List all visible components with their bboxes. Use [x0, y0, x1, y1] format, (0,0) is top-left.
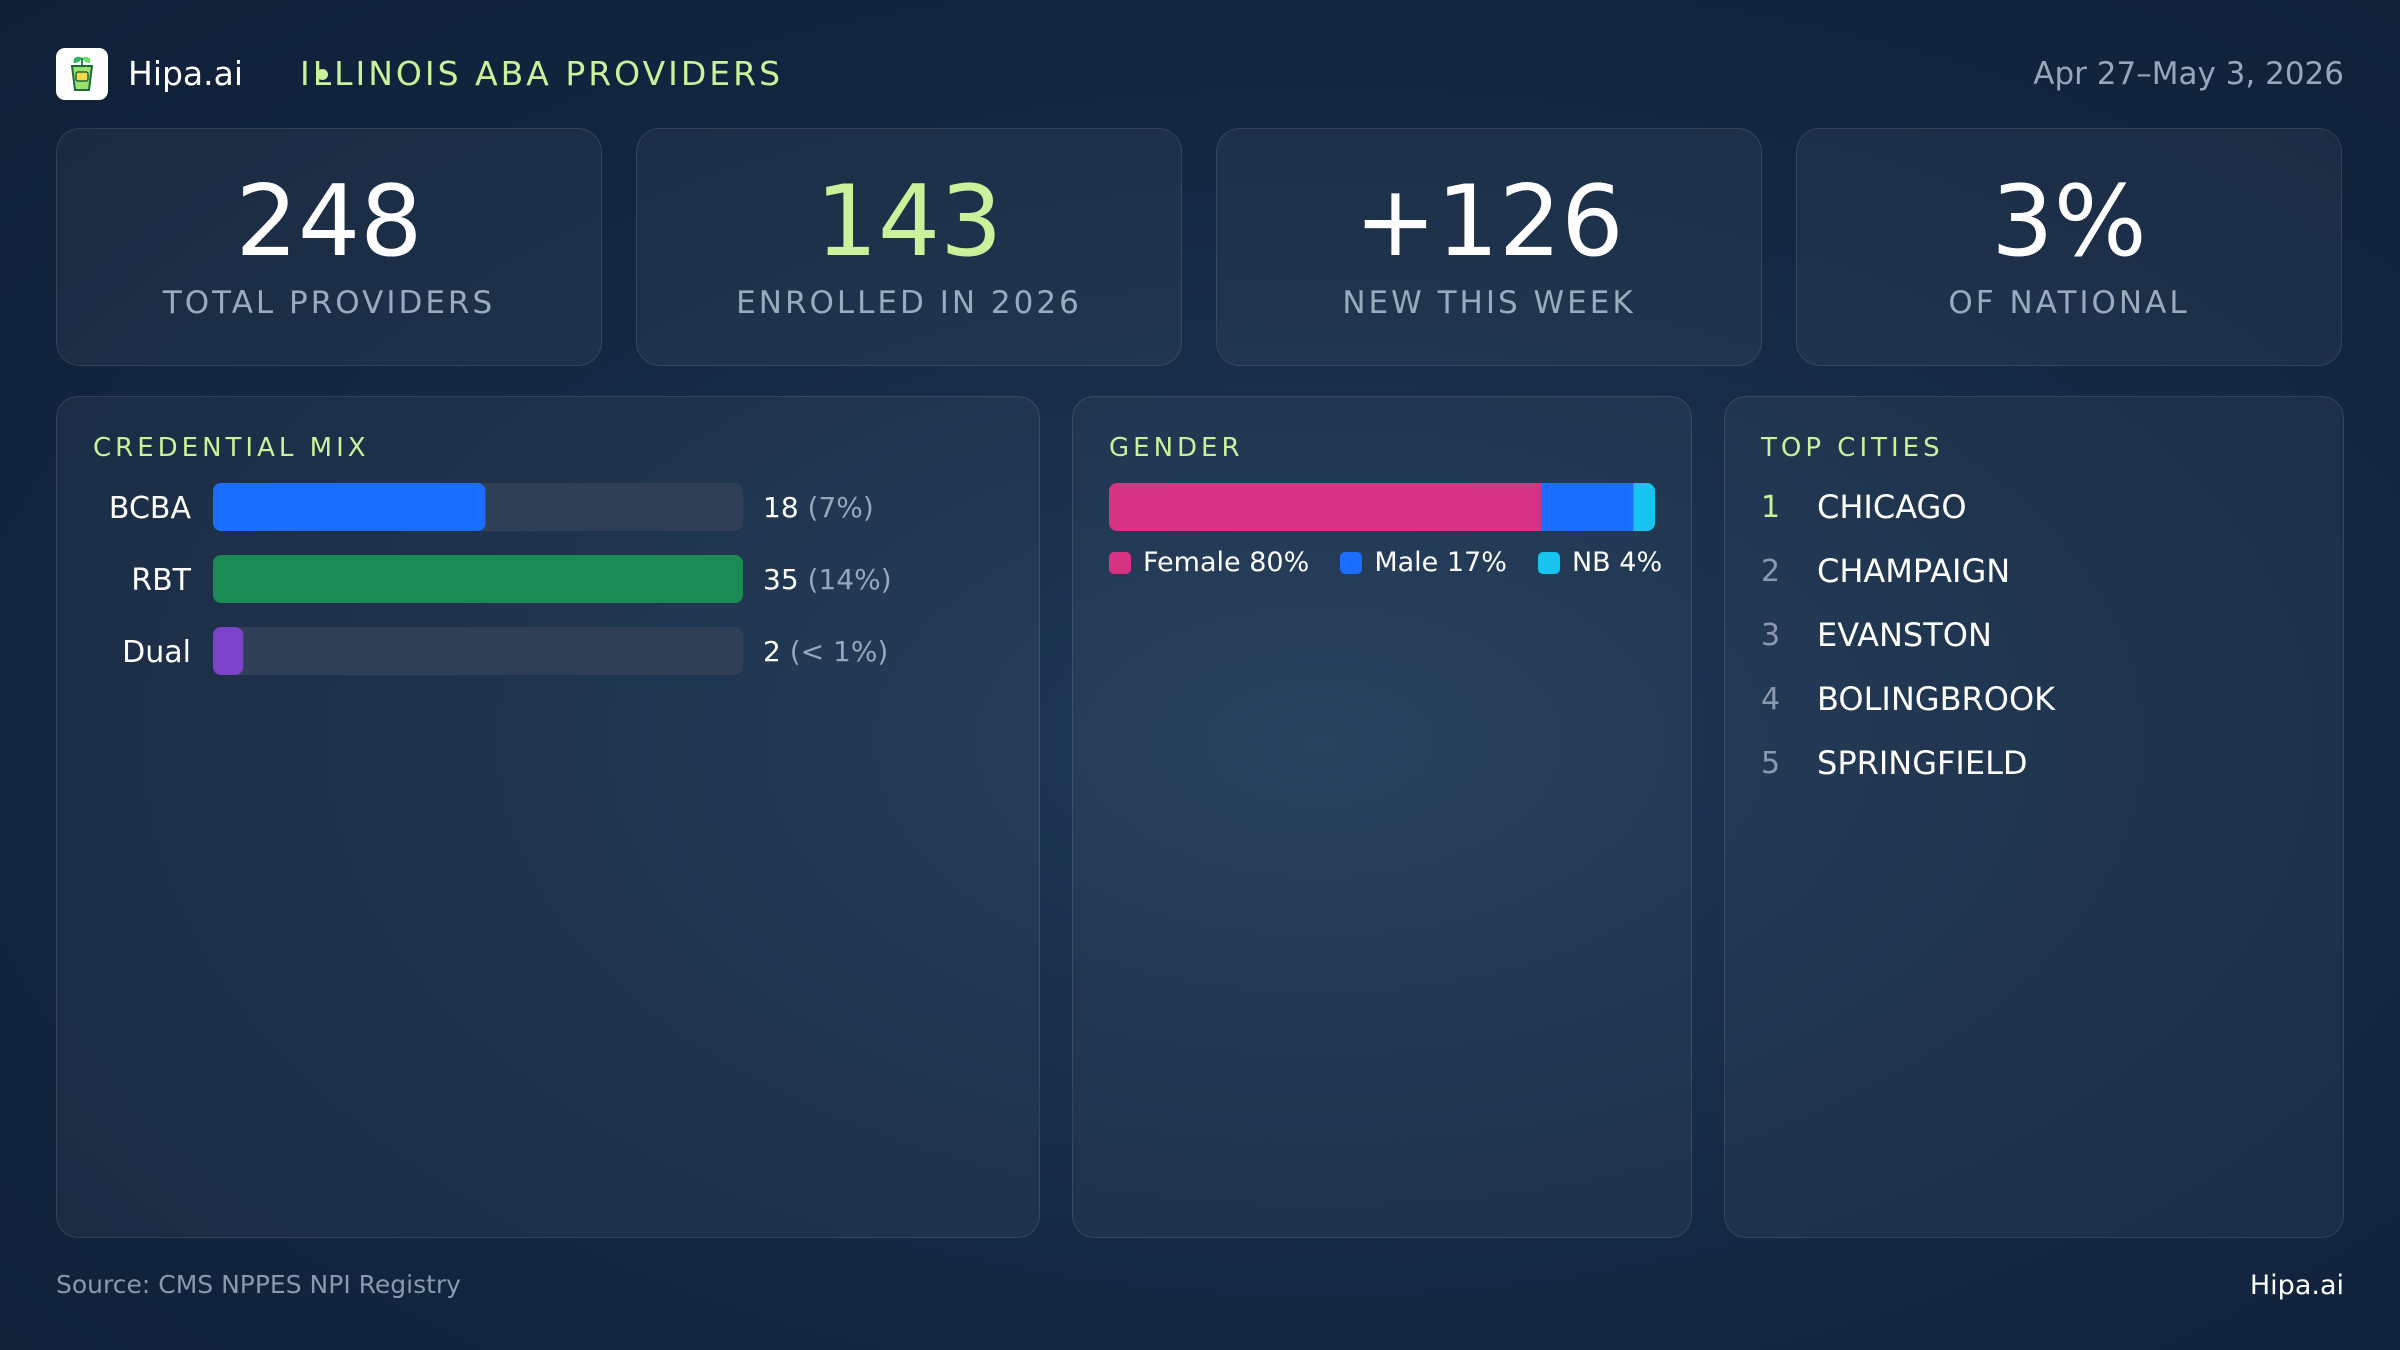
city-rank: 3 [1761, 618, 1781, 653]
panel-title: CREDENTIAL MIX [93, 433, 370, 463]
credential-mix-panel: CREDENTIAL MIX BCBA 18 (7%) RBT 35 (14%) Dua… [56, 396, 1040, 1238]
city-list-item: 5 SPRINGFIELD [1761, 740, 2281, 790]
legend-swatch [1109, 552, 1131, 574]
brand-name: Hipa.ai [128, 54, 244, 93]
gender-segment-male [1541, 483, 1634, 531]
kpi-card-of-national: 3% OF NATIONAL [1796, 128, 2342, 366]
gender-legend: Female 80% Male 17% NB 4% [1109, 547, 1688, 587]
page-title: ILLINOIS ABA PROVIDERS [300, 54, 784, 93]
city-list-item: 2 CHAMPAIGN [1761, 548, 2281, 598]
footer-source: Source: CMS NPPES NPI Registry [56, 1270, 461, 1299]
bar-category-label: BCBA [109, 491, 192, 526]
date-range: Apr 27–May 3, 2026 [2033, 56, 2344, 92]
kpi-label: OF NATIONAL [1948, 285, 2190, 321]
bar-value: 2 [763, 635, 790, 668]
top-cities-panel: TOP CITIES 1 CHICAGO 2 CHAMPAIGN 3 EVANS… [1724, 396, 2344, 1238]
city-rank: 4 [1761, 682, 1781, 717]
header: Hipa.ai ILLINOIS ABA PROVIDERS Apr 27–Ma… [56, 46, 2344, 102]
bar-value: 18 [763, 491, 808, 524]
bar-percent: (7%) [808, 491, 874, 524]
kpi-label: TOTAL PROVIDERS [162, 285, 496, 321]
bar-value-label: 2 (< 1%) [763, 635, 888, 668]
city-list-item: 4 BOLINGBROOK [1761, 676, 2281, 726]
kpi-value: 143 [815, 165, 1003, 279]
bar-dual [213, 627, 244, 675]
legend-label: Male 17% [1374, 547, 1507, 578]
city-name: EVANSTON [1817, 616, 1992, 654]
gender-segment-female [1109, 483, 1542, 531]
panel-title: GENDER [1109, 433, 1244, 463]
plant-cup-icon [70, 56, 94, 91]
legend-label: NB 4% [1571, 547, 1663, 578]
credential-mix-chart: BCBA 18 (7%) RBT 35 (14%) Dual 2 (< 1%) [109, 483, 892, 675]
kpi-value: 248 [235, 165, 423, 279]
panel-title: TOP CITIES [1761, 433, 1944, 463]
kpi-card-new-this-week: +126 NEW THIS WEEK [1216, 128, 1762, 366]
city-rank: 2 [1761, 554, 1781, 589]
bar-category-label: Dual [122, 635, 191, 670]
city-list-item: 3 EVANSTON [1761, 612, 2281, 662]
legend-item-male: Male 17% [1340, 547, 1507, 578]
bar-track [213, 627, 743, 675]
kpi-card-enrolled: 143 ENROLLED IN 2026 [636, 128, 1182, 366]
city-rank: 5 [1761, 746, 1781, 781]
gender-panel: GENDER Female 80% Male 17% NB 4% [1072, 396, 1692, 1238]
kpi-value: +126 [1354, 165, 1624, 279]
gender-stack [1109, 483, 1655, 531]
legend-swatch [1537, 552, 1560, 574]
city-rank: 1 [1761, 490, 1781, 525]
legend-swatch [1340, 552, 1363, 574]
bar-category-label: RBT [131, 563, 191, 598]
bar-percent: (14%) [808, 563, 892, 596]
kpi-label: NEW THIS WEEK [1342, 285, 1636, 321]
kpi-value: 3% [1991, 165, 2147, 279]
kpi-card-total-providers: 248 TOTAL PROVIDERS [56, 128, 602, 366]
legend-label: Female 80% [1143, 547, 1310, 578]
city-name: CHICAGO [1817, 488, 1967, 526]
gender-segment-nb [1633, 483, 1655, 531]
city-name: BOLINGBROOK [1817, 680, 2056, 718]
kpi-label: ENROLLED IN 2026 [736, 285, 1082, 321]
bar-value: 35 [763, 563, 808, 596]
footer-brand: Hipa.ai [2249, 1270, 2344, 1301]
legend-item-female: Female 80% [1109, 547, 1309, 578]
bar-bcba [213, 483, 486, 531]
logo[interactable] [56, 48, 108, 100]
gender-chart [1109, 483, 1655, 531]
city-list-item: 1 CHICAGO [1761, 484, 2281, 534]
city-name: CHAMPAIGN [1817, 552, 2011, 590]
legend-item-nb: NB 4% [1537, 547, 1663, 578]
bar-value-label: 18 (7%) [763, 491, 874, 524]
city-name: SPRINGFIELD [1817, 744, 2028, 782]
bar-percent: (< 1%) [790, 635, 889, 668]
bar-value-label: 35 (14%) [763, 563, 892, 596]
bar-rbt [213, 555, 743, 603]
separator-dot [317, 69, 328, 80]
